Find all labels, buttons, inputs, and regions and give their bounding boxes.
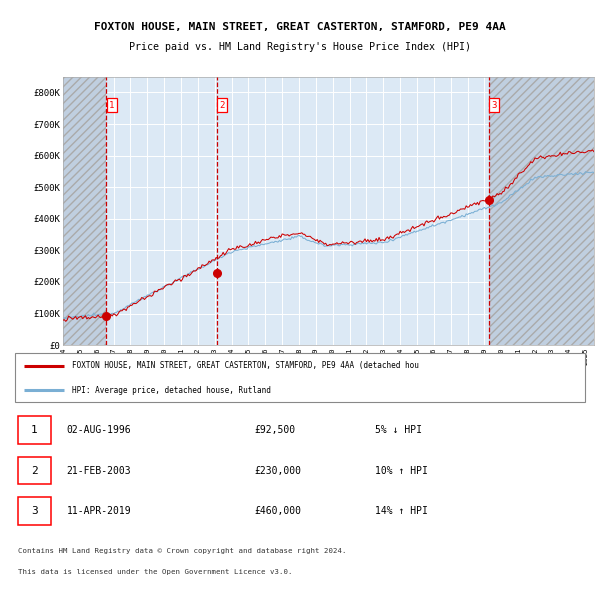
FancyBboxPatch shape xyxy=(18,457,51,484)
Text: FOXTON HOUSE, MAIN STREET, GREAT CASTERTON, STAMFORD, PE9 4AA (detached hou: FOXTON HOUSE, MAIN STREET, GREAT CASTERT… xyxy=(73,362,419,371)
Text: HPI: Average price, detached house, Rutland: HPI: Average price, detached house, Rutl… xyxy=(73,386,271,395)
Text: 11-APR-2019: 11-APR-2019 xyxy=(67,506,131,516)
Text: £460,000: £460,000 xyxy=(254,506,301,516)
Text: 5% ↓ HPI: 5% ↓ HPI xyxy=(375,425,422,435)
Text: 2: 2 xyxy=(220,101,225,110)
FancyBboxPatch shape xyxy=(18,416,51,444)
Text: Contains HM Land Registry data © Crown copyright and database right 2024.: Contains HM Land Registry data © Crown c… xyxy=(18,548,346,554)
Bar xyxy=(489,77,594,345)
FancyBboxPatch shape xyxy=(15,353,585,402)
Text: FOXTON HOUSE, MAIN STREET, GREAT CASTERTON, STAMFORD, PE9 4AA: FOXTON HOUSE, MAIN STREET, GREAT CASTERT… xyxy=(94,22,506,31)
Text: 1: 1 xyxy=(109,101,115,110)
Text: £92,500: £92,500 xyxy=(254,425,295,435)
Text: 02-AUG-1996: 02-AUG-1996 xyxy=(67,425,131,435)
Bar xyxy=(63,77,106,345)
Text: £230,000: £230,000 xyxy=(254,466,301,476)
Text: This data is licensed under the Open Government Licence v3.0.: This data is licensed under the Open Gov… xyxy=(18,569,292,575)
Text: 10% ↑ HPI: 10% ↑ HPI xyxy=(375,466,428,476)
Text: 3: 3 xyxy=(491,101,497,110)
Text: 1: 1 xyxy=(31,425,38,435)
Text: 14% ↑ HPI: 14% ↑ HPI xyxy=(375,506,428,516)
Text: 2: 2 xyxy=(31,466,38,476)
Text: 21-FEB-2003: 21-FEB-2003 xyxy=(67,466,131,476)
Text: 3: 3 xyxy=(31,506,38,516)
Text: Price paid vs. HM Land Registry's House Price Index (HPI): Price paid vs. HM Land Registry's House … xyxy=(129,42,471,52)
FancyBboxPatch shape xyxy=(18,497,51,525)
